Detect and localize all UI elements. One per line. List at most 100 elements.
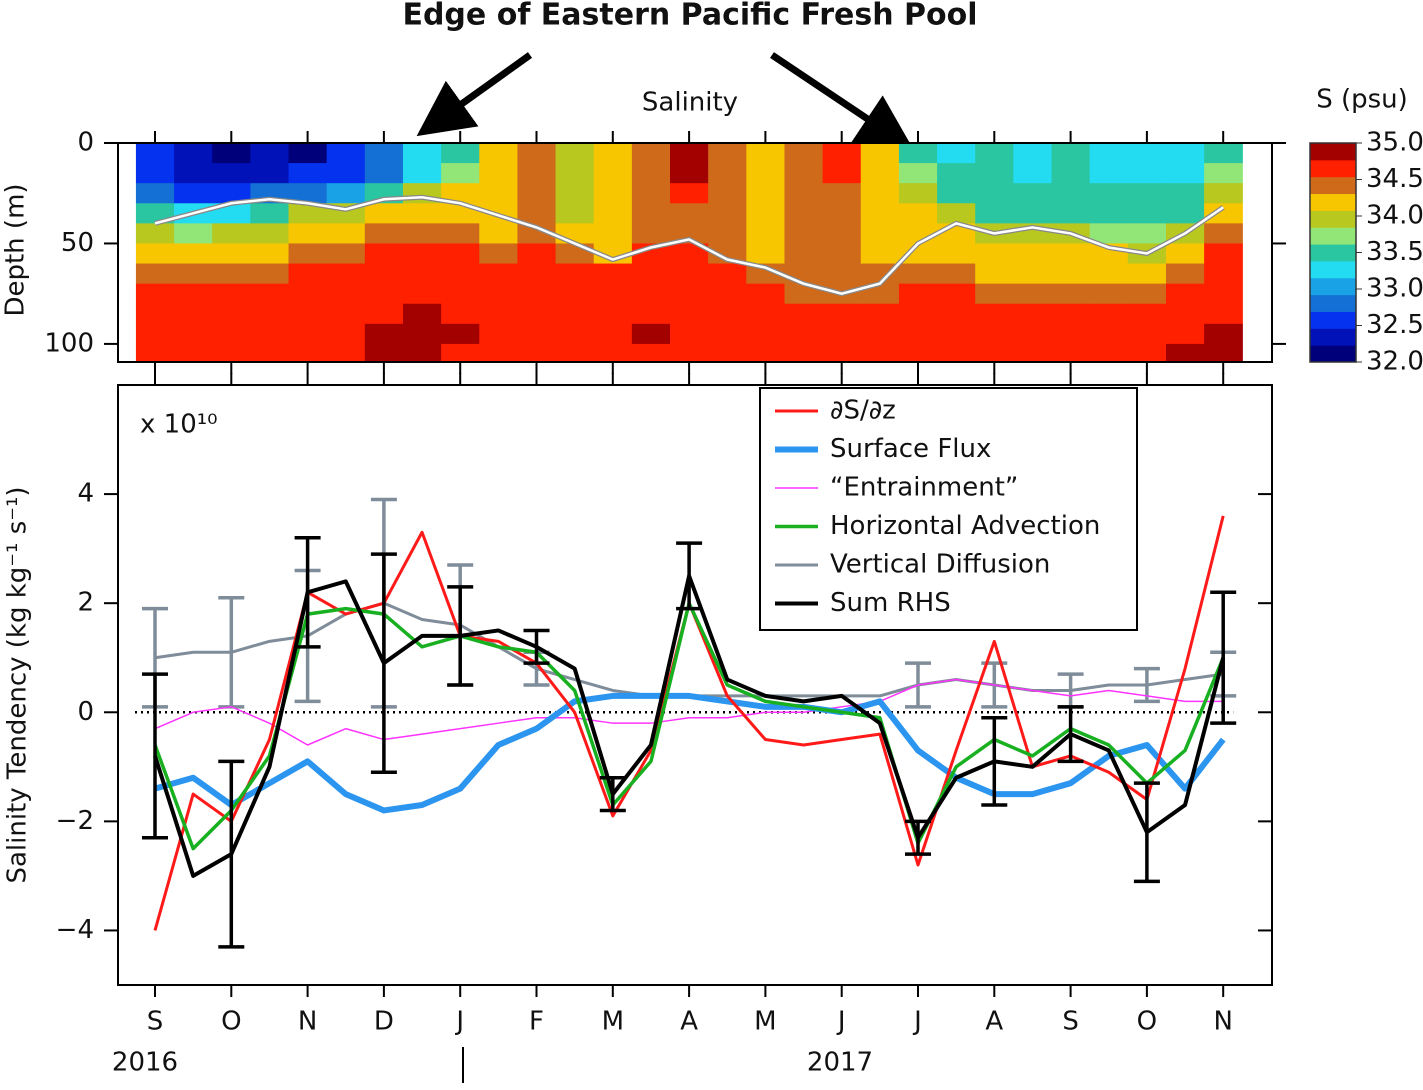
contour-cell [441,263,480,285]
contour-cell [784,323,824,345]
contour-cell [593,343,633,363]
contour-cell [479,283,519,305]
contour-cell [860,203,900,224]
colorbar-title: S (psu) [1316,85,1408,115]
contour-cell [708,183,747,204]
contour-cell [784,303,824,325]
y-tick-label: 100 [44,328,94,358]
contour-cell [517,243,557,265]
contour-cell [517,143,557,164]
contour-cell [135,223,175,245]
contour-cell [822,243,862,265]
contour-cell [364,323,404,345]
x-tick-label: M [754,1007,776,1037]
contour-cell [1089,163,1129,184]
contour-cell [135,323,175,345]
contour-cell [937,263,976,285]
contour-cell [1165,283,1205,305]
contour-cell [937,163,976,184]
contour-cell [212,243,251,265]
y-tick-label: −4 [56,915,94,945]
colorbar-tick-label: 33.5 [1366,237,1423,267]
contour-cell [479,323,519,345]
contour-cell [250,283,290,305]
contour-cell [135,303,175,325]
contour-cell [250,343,290,363]
contour-cell [212,203,251,224]
contour-cell [593,143,633,164]
contour-cell [1051,203,1091,224]
contour-cell [593,203,633,224]
contour-cell [822,263,862,285]
contour-cell [135,263,175,285]
contour-cell [364,203,404,224]
contour-cell [860,343,900,363]
contour-cell [135,243,175,265]
contour-cell [326,263,366,285]
contour-cell [1204,343,1243,363]
legend-label: Horizontal Advection [830,511,1100,541]
contour-cell [555,263,595,285]
contour-cell [479,303,519,325]
contour-cell [784,183,824,204]
series-line [154,678,1224,746]
contour-cell [975,323,1014,345]
contour-cell [670,163,709,184]
contour-cell [517,163,557,184]
contour-cell [212,283,251,305]
contour-cell [670,303,709,325]
y-axis-label: Depth (m) [1,183,31,316]
contour-cell [288,283,328,305]
contour-cell [708,303,747,325]
contour-cell [288,163,328,184]
contour-cell [937,203,976,224]
contour-cell [1204,183,1243,204]
contour-cell [517,263,557,285]
contour-cell [364,263,404,285]
contour-cell [1089,143,1129,164]
contour-cell [1204,223,1243,245]
contour-cell [364,303,404,325]
contour-cell [937,303,976,325]
contour-cell [250,163,290,184]
contour-cell [555,303,595,325]
contour-cell [288,223,328,245]
colorbar-band [1310,159,1356,178]
colorbar-band [1310,277,1356,296]
contour-cell [631,303,671,325]
contour-cell [288,343,328,363]
contour-cell [860,223,900,245]
contour-cell [822,203,862,224]
contour-cell [441,283,480,305]
contour-cell [1089,323,1129,345]
x-tick-label: S [1062,1007,1079,1037]
contour-cell [1204,163,1243,184]
colorbar-band [1310,260,1356,279]
contour-cell [822,163,862,184]
contour-cell [288,203,328,224]
contour-cell [593,263,633,285]
contour-cell [479,183,519,204]
contour-cell [746,323,786,345]
contour-cell [670,263,709,285]
contour-cell [1013,283,1053,305]
y-tick-label: 0 [77,697,94,727]
colorbar-band [1310,143,1356,161]
contour-cell [174,283,213,305]
contour-cell [1204,323,1243,345]
contour-cell [708,223,747,245]
colorbar-band [1310,227,1356,245]
contour-cell [326,183,366,204]
contour-cell [822,183,862,204]
contour-cell [1165,303,1205,325]
contour-cell [517,323,557,345]
contour-cell [593,283,633,305]
contour-cell [822,303,862,325]
contour-cell [555,203,595,224]
contour-cell [1089,343,1129,363]
contour-cell [135,183,175,204]
contour-cell [402,283,442,305]
contour-cell [1013,183,1053,204]
contour-cell [937,283,976,305]
contour-cell [479,343,519,363]
